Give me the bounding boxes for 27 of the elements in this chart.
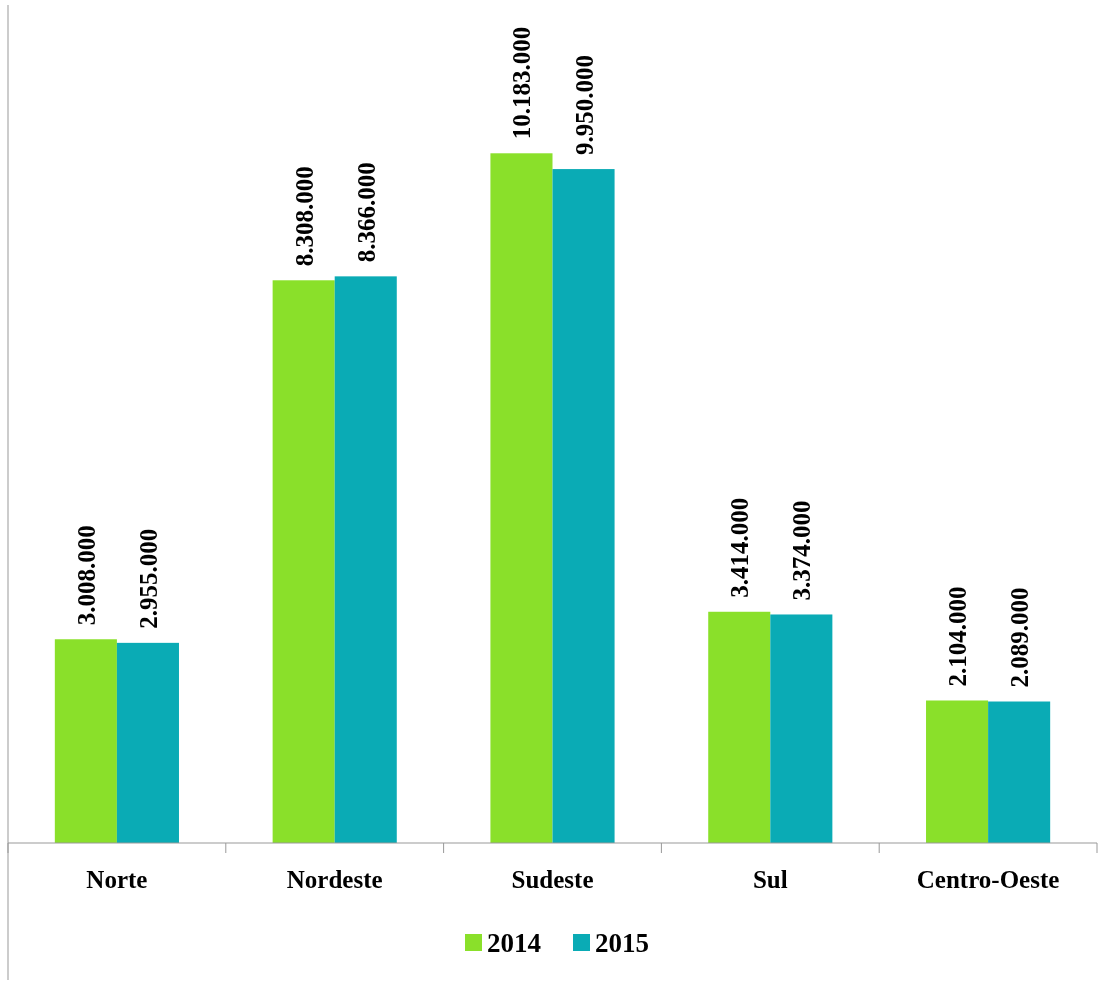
data-label: 9.950.000 (570, 55, 598, 156)
x-tick-label: Nordeste (286, 866, 383, 893)
data-label: 3.374.000 (788, 500, 816, 601)
data-label: 3.414.000 (726, 497, 754, 598)
data-label: 3.008.000 (72, 525, 100, 626)
bar (988, 701, 1051, 843)
bar (770, 614, 833, 843)
data-label: 2.955.000 (134, 528, 162, 629)
legend-label: 2014 (487, 928, 541, 958)
data-label: 2.089.000 (1006, 587, 1034, 688)
bar (334, 276, 397, 843)
bar (926, 700, 989, 843)
bar (490, 153, 553, 843)
bar (708, 611, 771, 843)
data-label: 10.183.000 (508, 26, 536, 140)
bar (552, 169, 615, 843)
legend-label: 2015 (595, 928, 649, 958)
bar (272, 280, 335, 843)
data-label: 2.104.000 (944, 586, 972, 687)
bar (116, 642, 179, 843)
x-tick-label: Norte (86, 866, 148, 893)
x-tick-label: Sudeste (511, 866, 594, 893)
bar (54, 639, 117, 843)
data-label: 8.308.000 (290, 166, 318, 267)
x-tick-label: Centro-Oeste (916, 866, 1060, 893)
x-tick-label: Sul (752, 866, 788, 893)
data-label: 8.366.000 (352, 162, 380, 263)
